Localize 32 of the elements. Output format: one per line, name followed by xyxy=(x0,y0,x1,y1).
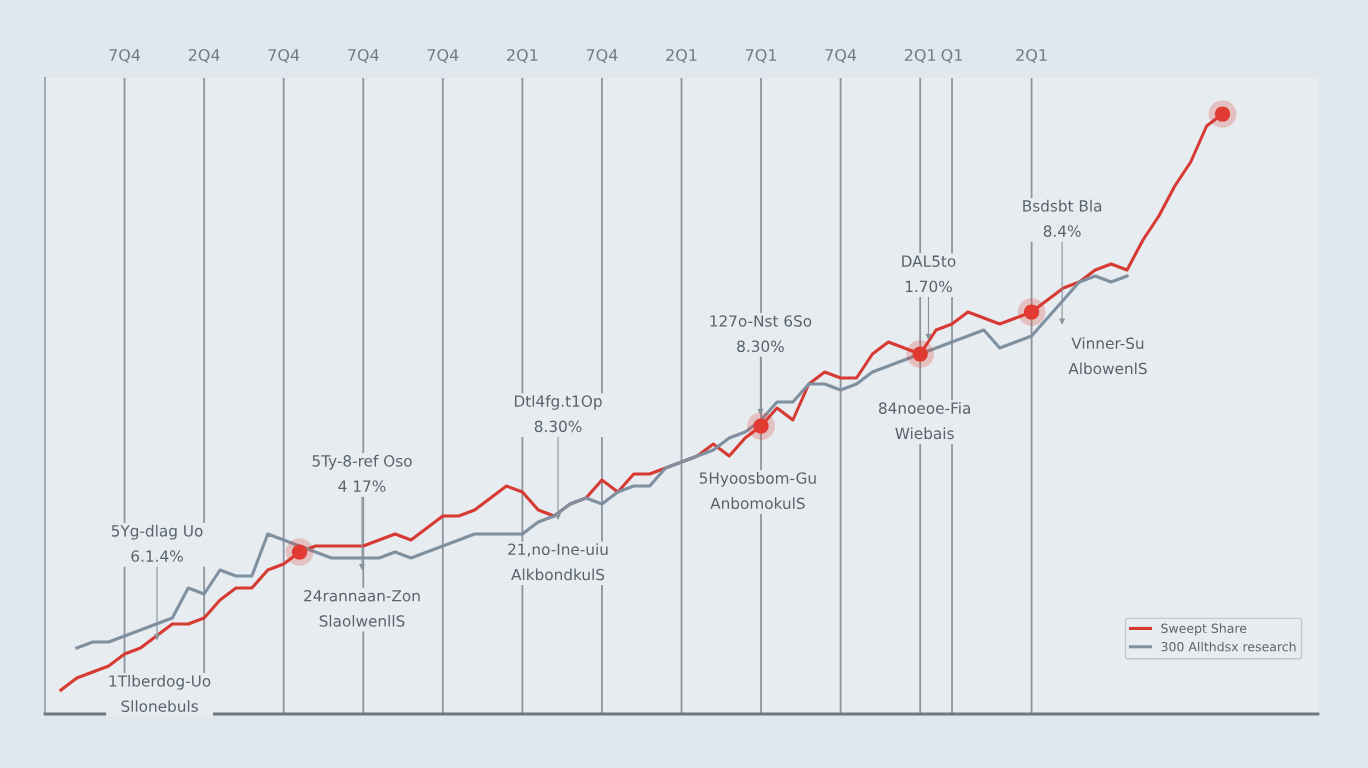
legend-label: 300 Allthdsx research xyxy=(1161,641,1296,652)
annotation: 24rannaan-Zon SlaolwenllS xyxy=(304,589,420,627)
point xyxy=(906,340,935,368)
x-tick-label: 2Q1 xyxy=(1016,48,1047,63)
x-tick-label: 7Q4 xyxy=(586,48,618,63)
annotation: Dtl4fg.t1Op 8.30% xyxy=(514,395,602,433)
x-tick-label: 7Q1 xyxy=(745,48,777,63)
x-tick-label: 2Q4 xyxy=(188,48,220,63)
x-tick-label: 7Q4 xyxy=(427,48,459,63)
x-tick-label: 2Q1 xyxy=(507,48,538,63)
x-tick-label: 7Q4 xyxy=(825,48,857,63)
annotation: 5Yg-dlag Uo 6.1.4% xyxy=(111,524,203,562)
point xyxy=(747,412,775,440)
x-tick-label: 2Q1 xyxy=(904,48,936,63)
x-tick-label: Q1 xyxy=(941,48,962,63)
legend-label: Sweept Share xyxy=(1161,623,1247,636)
annotation: DAL5to 1.70% xyxy=(902,255,956,293)
point xyxy=(285,538,314,566)
point xyxy=(1017,298,1046,326)
x-tick-label: 2Q1 xyxy=(666,48,697,63)
x-tick-label: 7Q4 xyxy=(268,48,300,63)
x-tick-label: 7Q4 xyxy=(109,48,141,63)
x-tick-label: 7Q4 xyxy=(348,48,379,63)
annotation: 1Tlberdog-Uo Sllonebuls xyxy=(109,674,211,712)
annotation: 5Hyoosbom-Gu AnbomokulS xyxy=(699,472,816,510)
annotation: 5Ty-8-ref Oso 4 17% xyxy=(312,454,412,492)
annotation: 127o-Nst 6So 8.30% xyxy=(710,315,812,352)
annotation: Vinner-Su AlbowenlS xyxy=(1068,337,1147,375)
annotation: Bsdsbt Bla 8.4% xyxy=(1023,199,1102,237)
point xyxy=(1208,100,1237,128)
annotation: 84noeoe-Fia Wiebais xyxy=(878,402,970,440)
annotation: 21,no-Ine-uiu AlkbondkulS xyxy=(508,543,608,581)
